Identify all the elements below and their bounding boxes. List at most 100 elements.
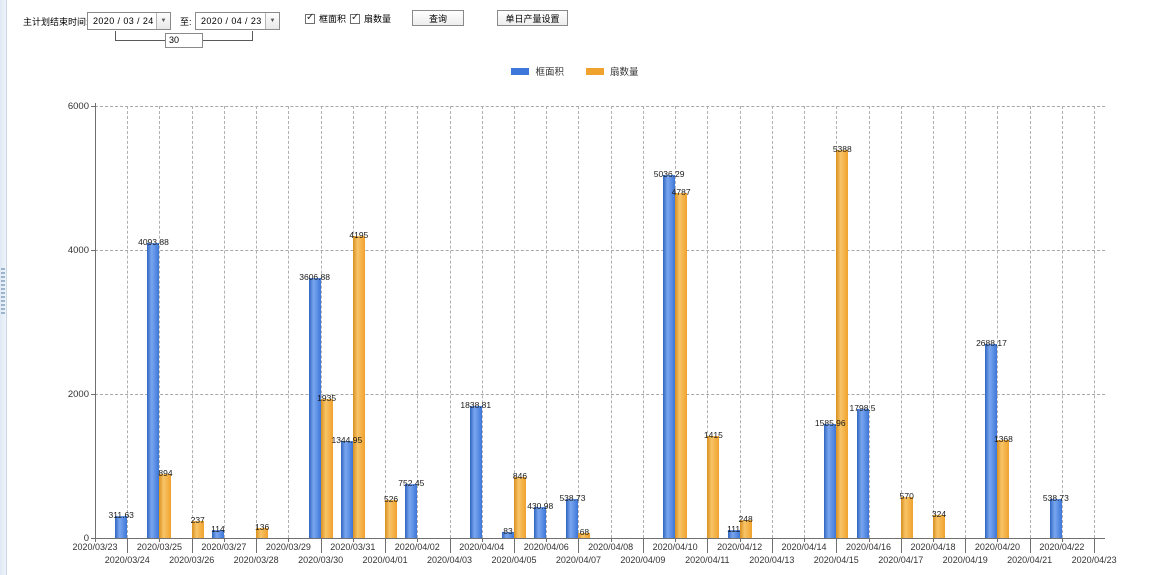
x-gridline <box>1029 106 1031 538</box>
bar-value-label: 5388 <box>832 144 852 155</box>
x-tick-label: 2020/04/10 <box>652 542 698 552</box>
x-tick-label: 2020/03/29 <box>265 542 311 552</box>
daily-output-settings-button[interactable]: 单日产量设置 <box>497 10 568 26</box>
frame-area-checkbox-group: 框面积 <box>305 12 346 25</box>
x-tick-mark <box>127 538 129 553</box>
x-tick-mark <box>868 538 870 542</box>
plan-end-time-label: 主计划结束时间: <box>23 17 89 27</box>
bar-fan-count <box>256 528 269 538</box>
x-gridline <box>223 106 225 538</box>
date-from-dropdown-arrow-icon[interactable]: ▼ <box>156 13 170 29</box>
frame-area-checkbox-label: 框面积 <box>319 14 347 24</box>
x-tick-label: 2020/03/26 <box>169 555 215 565</box>
x-gridline <box>320 106 322 538</box>
connector-line <box>252 31 253 41</box>
x-tick-mark <box>578 538 580 553</box>
x-axis-line <box>95 538 1105 539</box>
x-gridline <box>868 106 870 538</box>
y-tick-label: 0 <box>83 533 89 544</box>
x-tick-mark <box>642 538 644 553</box>
to-label: 至: <box>180 17 192 27</box>
bar-fan-count <box>836 150 849 538</box>
x-gridline <box>191 106 193 538</box>
x-gridline <box>513 106 515 538</box>
bar-value-label: 1585.96 <box>814 417 846 428</box>
bar-frame-area <box>985 344 998 538</box>
bar-value-label: 538.73 <box>1042 493 1069 504</box>
query-button[interactable]: 查询 <box>412 10 464 26</box>
x-tick-mark <box>320 538 322 553</box>
bar-fan-count <box>320 398 333 538</box>
bar-value-label: 68 <box>579 527 590 538</box>
x-tick-label: 2020/04/18 <box>910 542 956 552</box>
x-tick-mark <box>900 538 902 553</box>
x-gridline <box>256 106 258 538</box>
x-tick-mark <box>223 538 225 542</box>
x-tick-mark <box>739 538 741 542</box>
x-tick-mark <box>771 538 773 553</box>
x-gridline <box>127 106 129 538</box>
y-tick-mark <box>91 250 95 251</box>
date-from-picker[interactable]: 2020 / 03 / 24 ▼ <box>87 12 171 30</box>
x-tick-mark <box>256 538 258 553</box>
bar-fan-count <box>997 439 1010 538</box>
x-tick-label: 2020/04/14 <box>781 542 827 552</box>
x-gridline <box>481 106 483 538</box>
x-tick-mark <box>836 538 838 553</box>
bar-frame-area <box>501 532 514 538</box>
legend-label-fan-count: 扇数量 <box>610 67 639 78</box>
date-to-dropdown-arrow-icon[interactable]: ▼ <box>265 13 279 29</box>
bar-value-label: 1838.81 <box>460 399 492 410</box>
x-tick-label: 2020/04/08 <box>588 542 634 552</box>
x-tick-label: 2020/04/02 <box>394 542 440 552</box>
bar-value-label: 752.45 <box>398 478 425 489</box>
bar-value-label: 1368 <box>993 433 1013 444</box>
bar-value-label: 311.63 <box>108 509 134 520</box>
bar-fan-count <box>159 473 172 538</box>
legend-item-frame-area: 框面积 <box>511 64 564 78</box>
x-tick-label: 2020/04/06 <box>523 542 569 552</box>
x-tick-label: 2020/04/16 <box>845 542 892 552</box>
fan-count-checkbox[interactable] <box>350 12 360 24</box>
x-tick-label: 2020/03/25 <box>136 542 182 552</box>
frame-area-checkbox[interactable] <box>305 12 315 24</box>
bar-value-label: 1344.95 <box>331 435 363 446</box>
x-tick-label: 2020/04/20 <box>974 542 1020 552</box>
date-to-value: 2020 / 04 / 23 <box>201 16 262 26</box>
x-tick-label: 2020/03/31 <box>330 542 376 552</box>
bar-value-label: 4093.88 <box>138 237 169 248</box>
x-gridline <box>900 106 902 538</box>
legend-label-frame-area: 框面积 <box>535 67 564 78</box>
date-from-value: 2020 / 03 / 24 <box>93 16 154 26</box>
bar-value-label: 1935 <box>317 392 337 403</box>
bar-frame-area <box>727 530 740 538</box>
x-tick-label: 2020/04/13 <box>749 555 795 565</box>
splitter-handle[interactable] <box>1 268 5 314</box>
bar-frame-area <box>856 408 869 538</box>
x-gridline <box>804 106 806 538</box>
x-tick-mark <box>1094 538 1096 553</box>
bar-value-label: 430.98 <box>527 501 554 512</box>
chart-legend: 框面积 扇数量 <box>0 64 1150 78</box>
x-tick-mark <box>997 538 999 542</box>
x-gridline <box>578 106 580 538</box>
connector-line <box>115 40 165 41</box>
bar-value-label: 324 <box>931 508 947 519</box>
y-tick-mark <box>91 538 95 539</box>
x-gridline <box>385 106 387 538</box>
bar-frame-area <box>534 506 547 538</box>
connector-line <box>203 40 252 41</box>
interval-days-input[interactable]: 30 <box>165 33 203 48</box>
x-gridline <box>1094 106 1096 538</box>
x-tick-label: 2020/04/03 <box>426 555 473 565</box>
connector-line <box>115 31 116 41</box>
x-tick-label: 2020/04/19 <box>942 555 988 565</box>
date-to-picker[interactable]: 2020 / 04 / 23 ▼ <box>195 12 280 30</box>
bar-frame-area <box>147 243 160 538</box>
x-gridline <box>1061 106 1063 538</box>
fan-count-checkbox-group: 扇数量 <box>350 12 391 25</box>
x-gridline <box>965 106 967 538</box>
x-tick-label: 2020/04/01 <box>362 555 408 565</box>
x-tick-label: 2020/04/15 <box>813 555 859 565</box>
bar-frame-area <box>566 499 579 538</box>
